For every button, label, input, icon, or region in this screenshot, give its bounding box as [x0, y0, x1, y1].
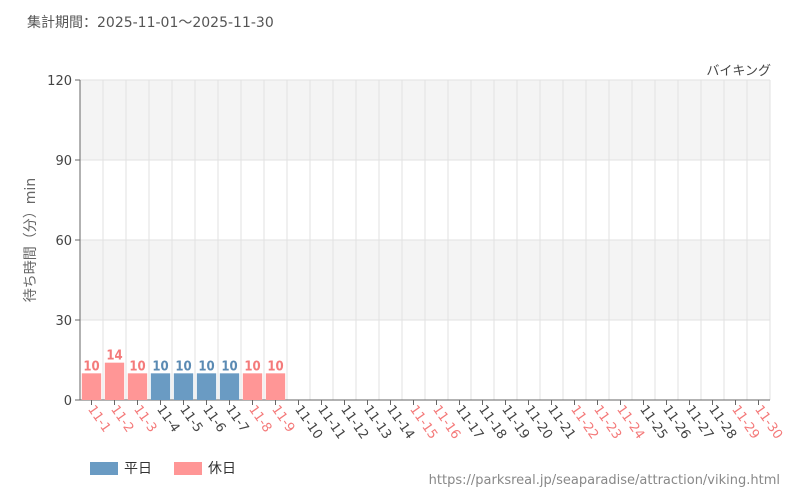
- legend-item-weekday: 平日: [90, 458, 152, 478]
- data-label-11-3: 10: [129, 359, 145, 374]
- bar-11-2: [104, 362, 125, 400]
- data-label-11-2: 14: [106, 349, 122, 364]
- holiday-legend-label: 休日: [208, 461, 236, 477]
- attraction-name: バイキング: [706, 64, 771, 79]
- data-label-11-8: 10: [244, 359, 260, 374]
- data-label-11-9: 10: [267, 359, 283, 374]
- y-tick-label: 60: [55, 234, 72, 249]
- source-url: https://parksreal.jp/seaparadise/attract…: [428, 473, 780, 488]
- y-tick-label: 90: [55, 154, 72, 169]
- bar-11-1: [81, 373, 102, 400]
- data-label-11-7: 10: [221, 359, 237, 374]
- x-tick-label: 11-4: [153, 403, 182, 436]
- bar-11-8: [242, 373, 263, 400]
- legend: 平日 休日: [90, 458, 236, 478]
- legend-item-holiday: 休日: [174, 458, 236, 478]
- weekday-legend-label: 平日: [124, 461, 152, 477]
- bar-11-6: [196, 373, 217, 400]
- data-label-11-5: 10: [175, 359, 191, 374]
- x-tick-label: 11-1: [84, 403, 113, 436]
- y-tick-label: 120: [47, 74, 72, 89]
- x-tick-label: 11-6: [199, 403, 228, 436]
- x-tick-label: 11-2: [107, 403, 136, 436]
- data-label-11-1: 10: [83, 359, 99, 374]
- data-label-11-4: 10: [152, 359, 168, 374]
- bar-11-7: [219, 373, 240, 400]
- x-tick-label: 11-5: [176, 403, 205, 436]
- y-tick-label: 0: [64, 394, 72, 409]
- data-label-11-6: 10: [198, 359, 214, 374]
- y-tick-label: 30: [55, 314, 72, 329]
- bar-11-9: [265, 373, 286, 400]
- period-label: 集計期間：2025-11-01～2025-11-30: [27, 15, 274, 31]
- holiday-swatch: [174, 461, 202, 475]
- weekday-swatch: [90, 461, 118, 475]
- x-tick-label: 11-3: [130, 403, 159, 436]
- bar-11-4: [150, 373, 171, 400]
- x-tick-label: 11-8: [245, 403, 274, 436]
- x-tick-label: 11-7: [222, 403, 251, 436]
- bar-11-3: [127, 373, 148, 400]
- x-tick-label: 11-9: [268, 403, 297, 436]
- y-axis-label: 待ち時間（分）min: [23, 178, 39, 302]
- bar-11-5: [173, 373, 194, 400]
